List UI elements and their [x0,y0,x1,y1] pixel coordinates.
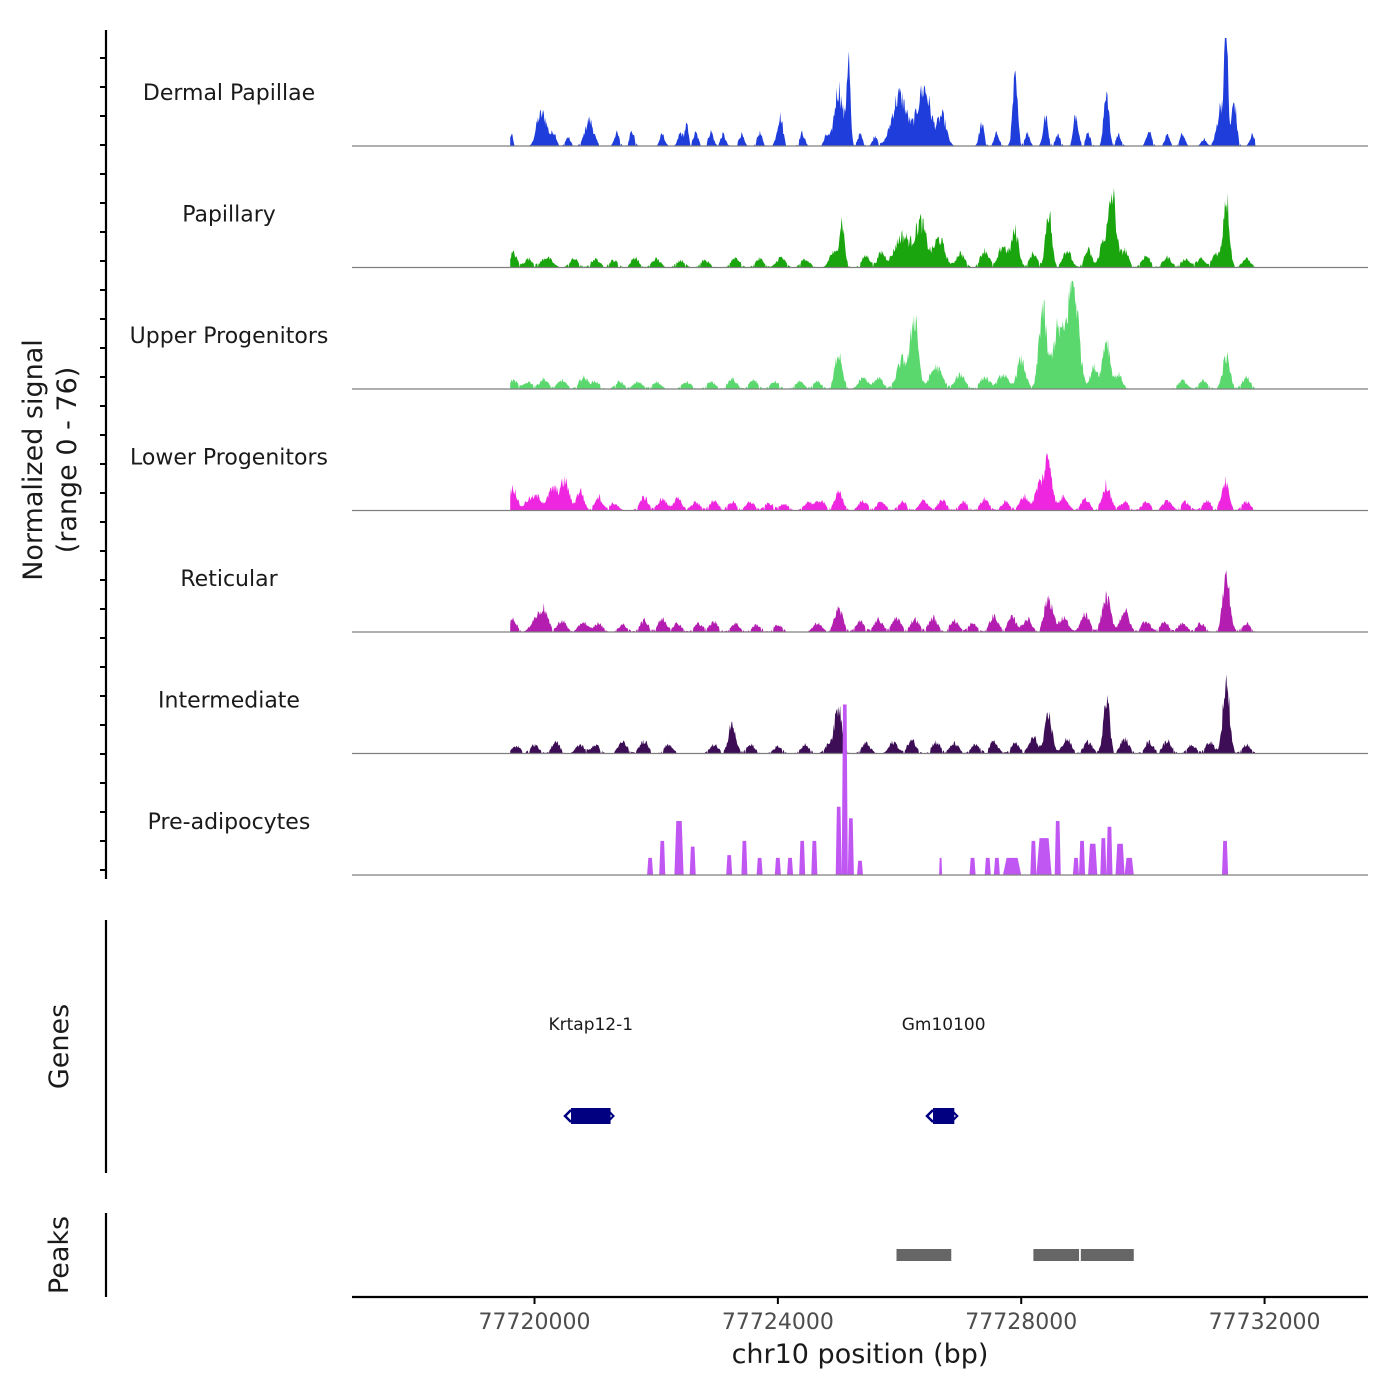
x-tick-label: 77732000 [1209,1310,1321,1335]
peak-region [1080,1249,1134,1261]
x-tick-label: 77720000 [479,1310,591,1335]
track-intermediate [352,674,1368,755]
gene-body [933,1108,955,1124]
signal-area-intermediate [510,674,1256,754]
x-axis-title: chr10 position (bp) [732,1339,989,1370]
signal-tracks [352,38,1368,876]
track-papillary [352,188,1368,269]
gene-label: Krtap12-1 [548,1015,633,1035]
track-labels: Dermal Papillae Papillary Upper Progenitor… [130,81,329,835]
axes: Normalized signal (range 0 - 76) 77720000 7… [18,30,1368,1370]
track-upper-progenitors [352,281,1368,390]
track-label-pre-adipocytes: Pre-adipocytes [148,810,311,835]
signal-area-lower-progenitors [510,453,1256,511]
x-tick-label: 77728000 [965,1310,1077,1335]
track-label-reticular: Reticular [180,567,278,592]
signal-area-papillary [510,188,1256,268]
signal-area-reticular [510,570,1256,632]
peaks-track-title: Peaks [44,1216,75,1294]
gene-end-cap [951,1110,959,1122]
gene-label: Gm10100 [902,1015,986,1035]
track-label-intermediate: Intermediate [158,689,300,714]
track-reticular [352,570,1368,633]
track-pre-adipocytes [352,704,1368,876]
genes-track-title: Genes [44,1004,75,1089]
peak-region [1033,1249,1080,1261]
peak-region [896,1249,952,1261]
track-lower-progenitors [352,453,1368,512]
peak-track: Peaks [44,1213,1134,1297]
track-label-papillary: Papillary [182,203,276,228]
y-axis-title-line2: (range 0 - 76) [52,367,83,554]
track-label-upper-progenitors: Upper Progenitors [130,324,329,349]
strand-arrow-icon [563,1109,572,1123]
track-label-lower-progenitors: Lower Progenitors [130,446,328,471]
signal-area-dermal-papillae [510,38,1256,146]
signal-area-upper-progenitors [510,281,1256,389]
gene-body [571,1108,611,1124]
track-label-dermal-papillae: Dermal Papillae [143,81,315,106]
gene-track: Genes Krtap12-1 Gm10100 [44,920,986,1173]
strand-arrow-icon [925,1109,934,1123]
gene-krtap12-1: Krtap12-1 [548,1015,633,1124]
y-axis-title-line1: Normalized signal [18,339,49,581]
x-tick-label: 77724000 [722,1310,834,1335]
track-dermal-papillae [352,38,1368,147]
gene-end-cap [607,1110,615,1122]
gene-gm10100: Gm10100 [902,1015,986,1124]
signal-area-pre-adipocytes [647,704,1229,875]
